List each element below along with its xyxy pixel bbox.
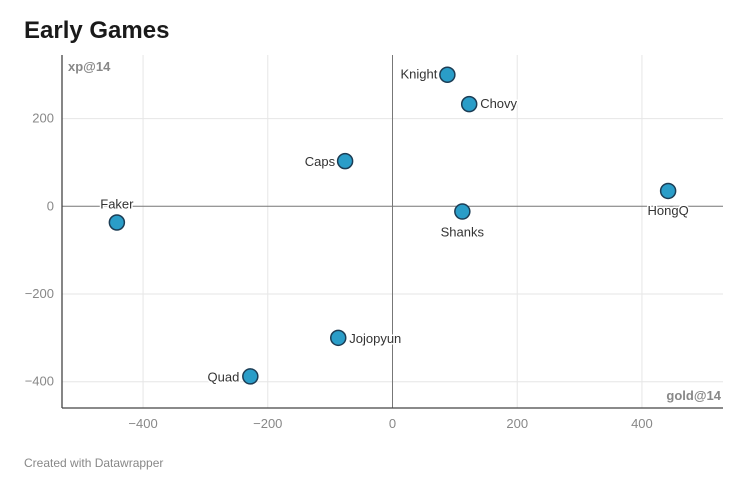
point-label-chovy: Chovy [480, 96, 517, 111]
point-knight [439, 66, 456, 83]
tick-labels: −400 −200 0 200 400 200 0 −200 −400 [25, 111, 653, 431]
data-points [108, 66, 677, 385]
y-tick-label: 0 [47, 198, 54, 213]
x-axis-label: gold@14 [666, 388, 721, 403]
point-shanks [454, 203, 471, 220]
point-caps [336, 152, 354, 170]
x-tick-label: −200 [253, 416, 282, 431]
chart-title: Early Games [24, 17, 170, 44]
x-tick-label: 0 [389, 416, 396, 431]
y-tick-label: 200 [32, 111, 54, 126]
point-label-quad: Quad [208, 369, 240, 384]
x-tick-label: 400 [631, 416, 653, 431]
point-label-jojopyun: Jojopyun [349, 331, 401, 346]
point-chovy [460, 95, 478, 113]
point-label-knight: Knight [401, 67, 438, 82]
x-tick-label: −400 [128, 416, 157, 431]
axes [61, 55, 723, 409]
point-label-shanks: Shanks [441, 225, 485, 240]
y-tick-label: −400 [25, 374, 54, 389]
point-jojopyun [329, 329, 347, 347]
point-label-hongq: HongQ [648, 203, 689, 218]
point-faker [108, 214, 126, 231]
point-label-caps: Caps [305, 154, 336, 169]
point-quad [242, 368, 259, 385]
credit-text: Created with Datawrapper [24, 456, 164, 470]
y-axis-label: xp@14 [68, 59, 111, 74]
point-labels: Knight Chovy Caps HongQ Shanks Faker Jojopyun Q… [99, 65, 690, 386]
y-tick-label: −200 [25, 286, 54, 301]
x-tick-label: 200 [506, 416, 528, 431]
point-hongq [659, 182, 677, 200]
point-label-faker: Faker [100, 197, 134, 212]
